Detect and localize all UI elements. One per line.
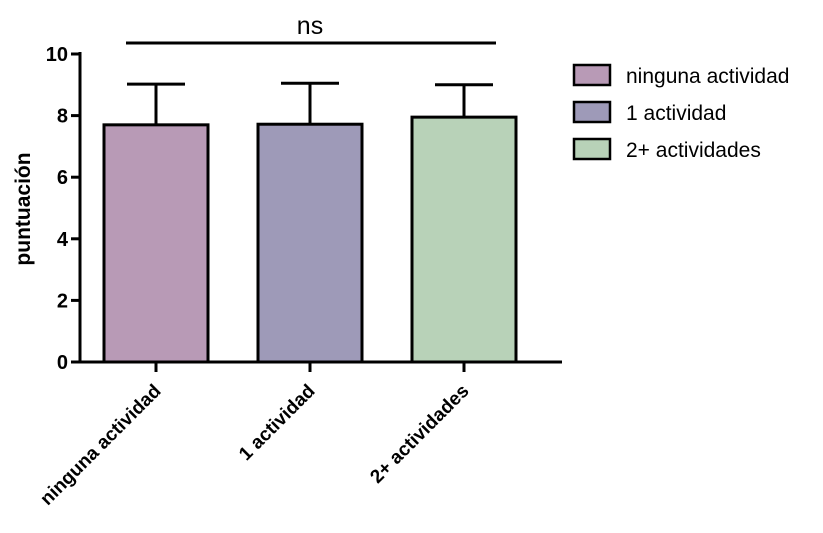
x-tick-label-2: 1 actividad (235, 381, 319, 465)
bar-1 (102, 123, 210, 364)
y-tick-label-2: 2 (57, 290, 68, 312)
x-ticks-group: ninguna actividad 1 actividad 2+ actividad… (36, 362, 474, 510)
y-tick-label-6: 6 (57, 167, 68, 189)
y-ticks-group: 0 2 4 6 8 10 (46, 44, 80, 374)
legend-swatch-3 (572, 137, 612, 161)
x-tick-label-3: 2+ actividades (366, 381, 473, 488)
bars-group (102, 115, 518, 364)
axes-group (78, 52, 562, 364)
bar-3 (410, 115, 518, 364)
y-tick-label-0: 0 (57, 352, 68, 374)
legend-swatch-1 (572, 63, 612, 87)
legend-label-2: 1 actividad (626, 102, 726, 125)
legend: ninguna actividad 1 actividad 2+ actividad… (572, 63, 789, 162)
error-bars-group (127, 81, 493, 125)
significance-label: ns (297, 12, 323, 40)
legend-label-1: ninguna actividad (626, 65, 789, 88)
y-tick-label-4: 4 (57, 229, 69, 251)
y-tick-label-10: 10 (46, 44, 68, 66)
y-axis-label: puntuación (12, 152, 35, 265)
significance-annotation: ns (126, 12, 496, 45)
x-tick-label-1: ninguna actividad (36, 381, 165, 510)
legend-label-3: 2+ actividades (626, 139, 761, 162)
bar-2 (256, 122, 364, 364)
legend-swatch-2 (572, 100, 612, 124)
y-tick-label-8: 8 (57, 106, 68, 128)
